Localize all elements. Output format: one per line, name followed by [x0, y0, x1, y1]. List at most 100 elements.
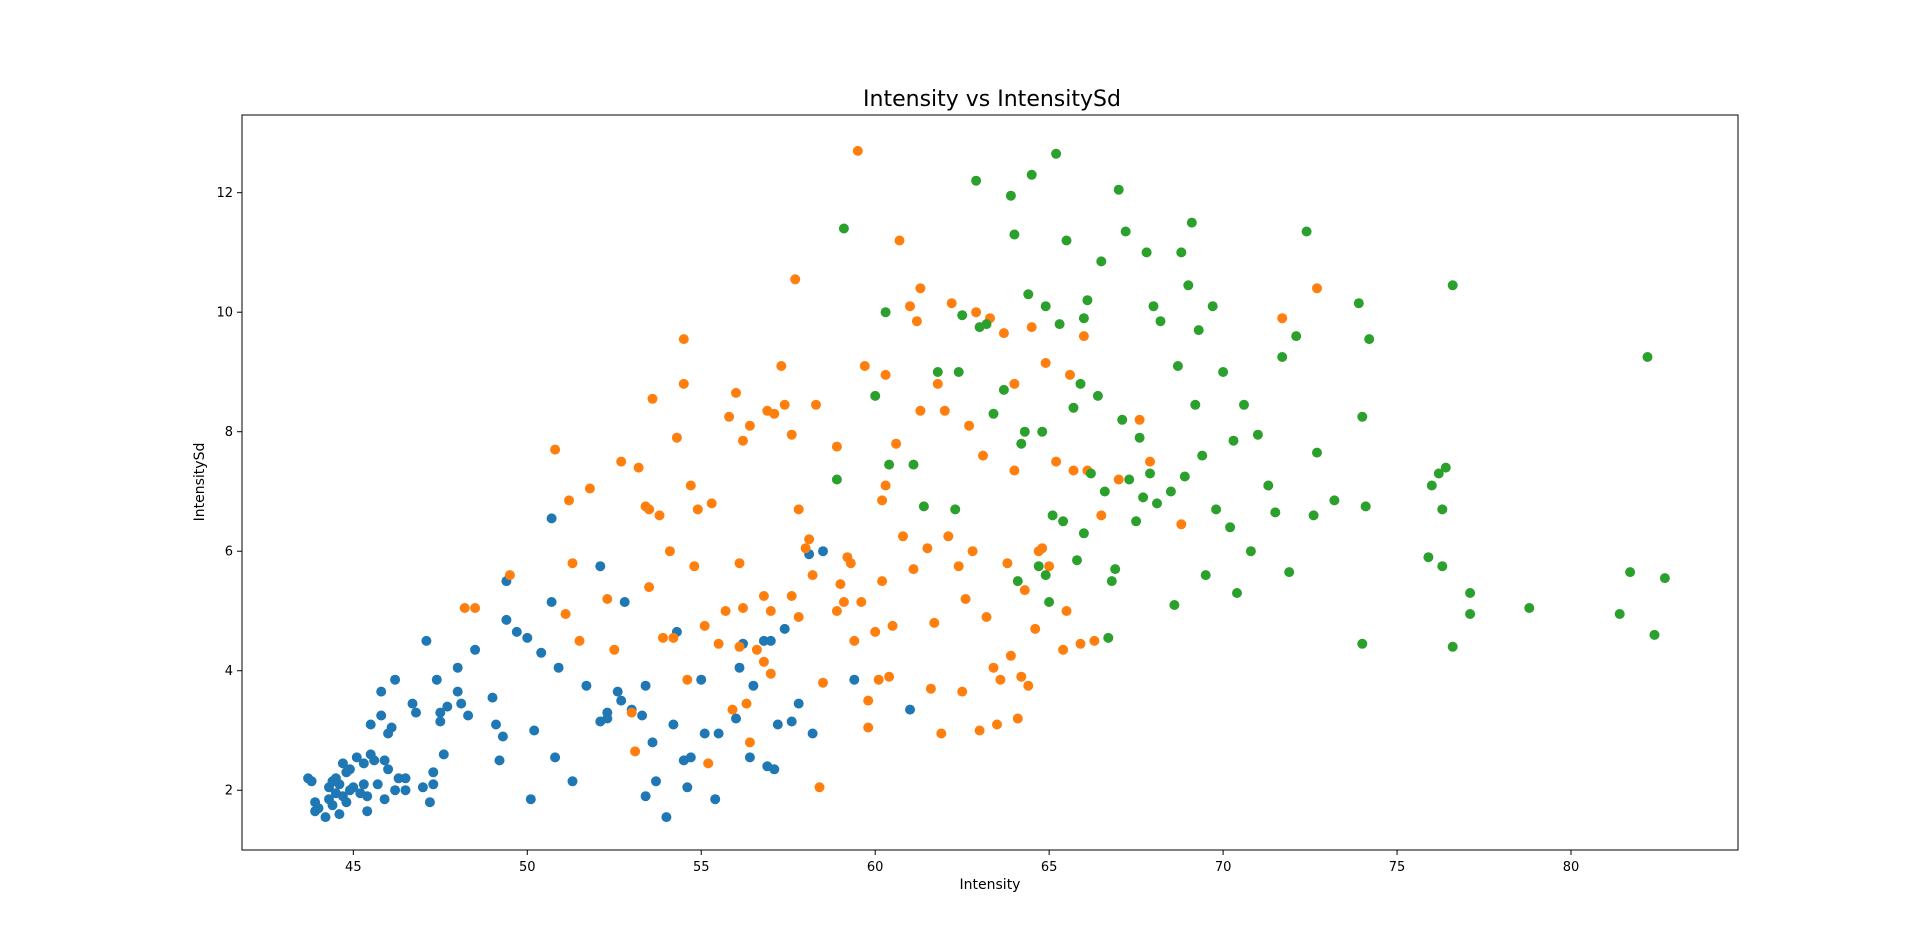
data-point-series-1	[793, 698, 804, 709]
data-point-series-3	[880, 307, 891, 318]
data-point-series-3	[988, 408, 999, 419]
data-point-series-1	[699, 728, 710, 739]
data-point-series-2	[664, 546, 675, 557]
data-point-series-1	[376, 710, 387, 721]
data-point-series-3	[1364, 334, 1375, 345]
data-point-series-3	[1124, 474, 1135, 485]
data-point-series-2	[859, 361, 870, 371]
data-point-series-1	[640, 791, 651, 802]
data-point-series-3	[1131, 516, 1142, 527]
data-point-series-1	[390, 674, 401, 685]
data-point-series-2	[644, 504, 655, 515]
data-point-series-1	[734, 662, 745, 673]
data-point-series-3	[1117, 414, 1128, 425]
data-point-series-3	[1284, 567, 1295, 578]
data-point-series-1	[494, 755, 505, 766]
data-point-series-1	[550, 752, 561, 763]
data-point-series-2	[1075, 638, 1086, 649]
data-point-series-2	[1016, 671, 1027, 682]
data-point-series-3	[1440, 462, 1451, 473]
data-point-series-2	[898, 531, 908, 542]
data-point-series-2	[932, 378, 943, 389]
data-point-series-3	[1625, 567, 1636, 578]
data-point-series-3	[1245, 546, 1256, 557]
data-point-series-1	[428, 767, 439, 778]
data-point-series-2	[668, 632, 679, 643]
data-point-series-2	[678, 378, 689, 389]
data-point-series-2	[929, 617, 940, 628]
data-point-series-2	[790, 274, 801, 285]
data-point-series-1	[417, 782, 428, 793]
x-tick-label: 70	[1215, 860, 1232, 875]
data-point-series-2	[564, 495, 574, 506]
data-point-series-2	[699, 620, 710, 631]
data-point-series-2	[751, 644, 762, 655]
data-point-series-1	[379, 755, 390, 766]
data-point-series-1	[612, 686, 623, 697]
data-point-series-2	[779, 399, 790, 410]
data-point-series-2	[685, 480, 696, 491]
data-point-series-3	[1659, 573, 1670, 584]
data-point-series-2	[731, 387, 741, 398]
data-point-series-2	[633, 462, 644, 473]
data-point-series-2	[915, 405, 926, 416]
data-point-series-2	[911, 316, 922, 327]
data-point-series-3	[1524, 603, 1535, 613]
data-point-series-3	[1426, 480, 1437, 491]
data-point-series-2	[758, 591, 769, 601]
data-point-series-1	[602, 713, 613, 724]
data-point-series-2	[1068, 465, 1079, 476]
data-point-series-2	[658, 632, 668, 643]
data-point-series-3	[1291, 331, 1302, 342]
data-point-series-1	[362, 806, 373, 817]
data-point-series-3	[1016, 438, 1027, 449]
data-point-series-2	[1065, 369, 1075, 380]
data-point-series-2	[654, 510, 665, 521]
data-point-series-2	[974, 725, 985, 736]
data-point-series-1	[501, 614, 512, 625]
data-point-series-3	[1423, 552, 1434, 563]
data-point-series-1	[529, 725, 540, 736]
data-point-series-2	[786, 429, 797, 440]
data-point-series-3	[884, 459, 895, 470]
data-point-series-2	[1012, 713, 1023, 724]
data-point-series-1	[442, 701, 453, 712]
data-point-series-2	[884, 671, 895, 682]
data-point-series-2	[1026, 322, 1037, 333]
data-point-series-2	[811, 399, 821, 410]
data-point-series-3	[1103, 632, 1114, 643]
y-tick-label: 12	[216, 186, 233, 201]
y-axis-label: IntensitySd	[192, 443, 208, 522]
data-point-series-1	[522, 632, 533, 643]
data-point-series-2	[616, 456, 627, 467]
data-point-series-3	[1172, 361, 1183, 371]
data-point-series-2	[915, 283, 926, 294]
data-point-series-1	[348, 782, 359, 793]
data-point-series-1	[435, 707, 446, 718]
data-point-series-3	[1082, 295, 1093, 306]
data-point-series-2	[1019, 585, 1030, 596]
data-point-series-2	[470, 603, 481, 613]
data-point-series-2	[908, 564, 919, 575]
data-point-series-3	[1176, 247, 1187, 258]
data-point-series-2	[1009, 378, 1020, 389]
data-point-series-2	[574, 635, 585, 646]
data-point-series-3	[1047, 510, 1058, 521]
data-point-series-2	[831, 606, 842, 616]
data-point-series-3	[1096, 256, 1107, 267]
data-point-series-3	[1023, 289, 1034, 300]
data-point-series-2	[891, 438, 902, 449]
data-point-series-1	[383, 764, 394, 775]
x-tick-label: 60	[867, 860, 884, 875]
data-point-series-1	[386, 722, 397, 733]
data-point-series-2	[960, 594, 971, 604]
axis-ticks: 45 50 55 60 65 70 75 80 2 4 6 8 10 12	[216, 186, 1579, 875]
data-point-series-1	[685, 752, 696, 763]
data-point-series-2	[738, 435, 748, 446]
data-point-series-3	[1019, 426, 1030, 437]
data-point-series-2	[1005, 650, 1016, 661]
data-point-series-2	[922, 543, 933, 554]
data-point-series-1	[616, 695, 627, 706]
data-point-series-1	[365, 719, 376, 730]
